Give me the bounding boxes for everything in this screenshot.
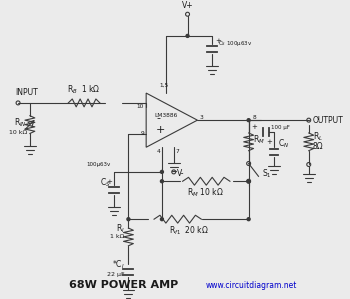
Circle shape — [160, 218, 163, 221]
Text: 100 μF: 100 μF — [271, 125, 290, 129]
Text: +: + — [266, 139, 272, 145]
Text: 10 kΩ: 10 kΩ — [9, 130, 27, 135]
Circle shape — [127, 218, 130, 221]
Text: C$_S$ 100μ63v: C$_S$ 100μ63v — [218, 39, 252, 48]
Text: www.circuitdiagram.net: www.circuitdiagram.net — [206, 281, 297, 290]
Text: +: + — [252, 124, 258, 130]
Text: V-: V- — [177, 169, 184, 179]
Text: R$_M$ 10 kΩ: R$_M$ 10 kΩ — [187, 186, 224, 199]
Text: +: + — [215, 38, 221, 44]
Text: 1,5: 1,5 — [159, 83, 168, 88]
Text: +: + — [156, 125, 166, 135]
Text: C$_N$: C$_N$ — [278, 138, 289, 150]
Circle shape — [160, 180, 163, 183]
Text: C$_S$: C$_S$ — [100, 177, 111, 189]
Text: 8: 8 — [253, 115, 257, 120]
Text: 8Ω: 8Ω — [313, 142, 323, 151]
Text: 22 μF: 22 μF — [107, 272, 125, 277]
Text: LM3886: LM3886 — [154, 113, 177, 118]
Text: 68W POWER AMP: 68W POWER AMP — [69, 280, 178, 290]
Circle shape — [247, 119, 250, 122]
Text: INPUT: INPUT — [15, 88, 38, 97]
Circle shape — [247, 180, 250, 183]
Text: R$_L$: R$_L$ — [313, 131, 323, 143]
Text: OUTPUT: OUTPUT — [313, 116, 343, 125]
Text: R$_M$: R$_M$ — [253, 134, 265, 146]
Text: *C$_I$: *C$_I$ — [112, 258, 125, 271]
Text: S$_1$: S$_1$ — [262, 167, 272, 180]
Text: 4: 4 — [157, 149, 161, 154]
Circle shape — [160, 170, 163, 173]
Text: R$_{IN}$: R$_{IN}$ — [14, 116, 27, 129]
Text: -: - — [156, 113, 160, 123]
Text: R$_B$  1 kΩ: R$_B$ 1 kΩ — [68, 83, 101, 96]
Text: V+: V+ — [182, 1, 193, 10]
Text: 3: 3 — [199, 115, 203, 120]
Text: R$_I$: R$_I$ — [116, 223, 125, 235]
Text: 10: 10 — [137, 104, 144, 109]
Text: R$_{f1}$  20 kΩ: R$_{f1}$ 20 kΩ — [169, 224, 209, 237]
Circle shape — [247, 218, 250, 221]
Text: 100μ63v: 100μ63v — [86, 162, 111, 167]
Circle shape — [186, 34, 189, 37]
Text: +: + — [106, 179, 112, 185]
Text: 7: 7 — [176, 149, 180, 154]
Text: 1 kΩ: 1 kΩ — [110, 234, 125, 239]
Text: 9: 9 — [140, 131, 144, 136]
